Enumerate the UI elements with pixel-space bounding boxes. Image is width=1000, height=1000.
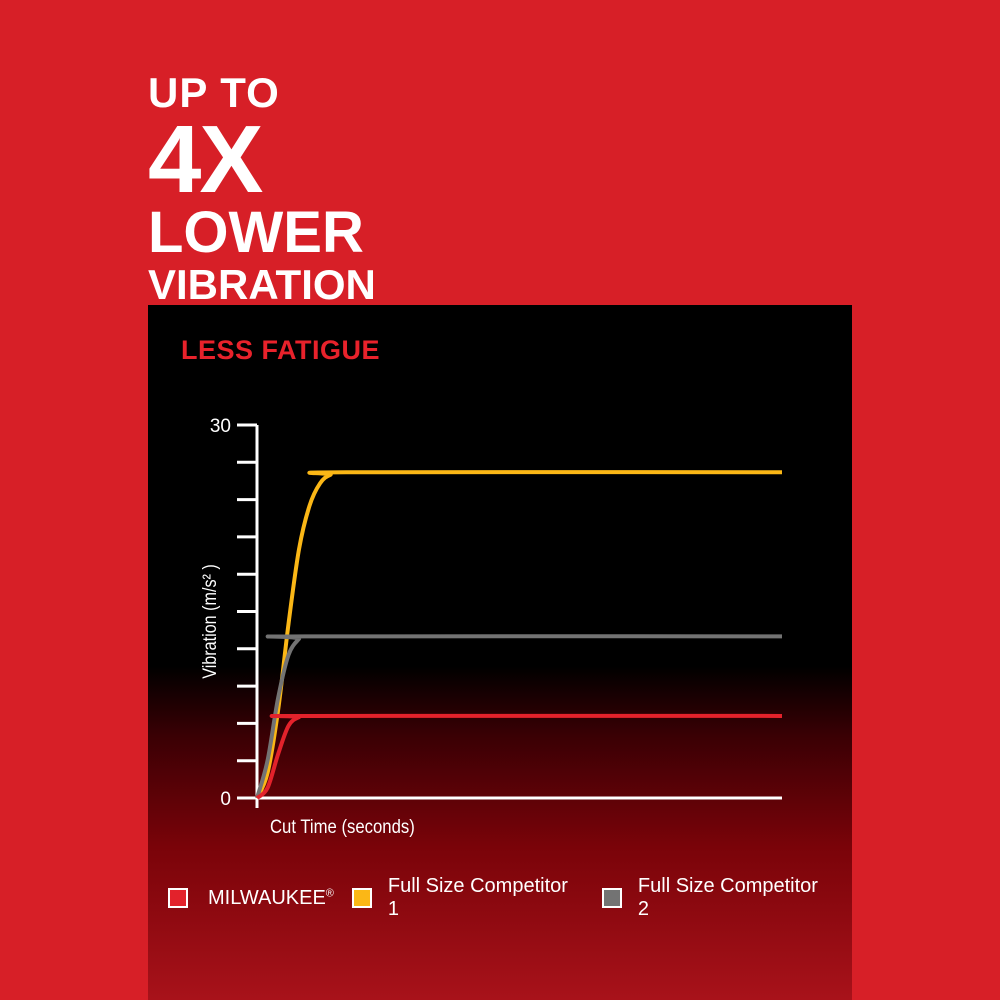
x-axis-label: Cut Time (seconds): [270, 816, 415, 837]
y-axis-label: Vibration (m/s² ): [199, 564, 221, 679]
series-line-full-size-competitor-2: [255, 634, 783, 799]
legend: MILWAUKEE® Full Size Competitor 1 Full S…: [168, 875, 852, 921]
chart-title: LESS FATIGUE: [181, 335, 381, 365]
legend-swatch-competitor-2: [601, 888, 622, 908]
headline-line1: UP TO: [148, 69, 280, 116]
legend-item-milwaukee: MILWAUKEE®: [168, 887, 334, 910]
chart-panel: LESS FATIGUE 0 30 Vibration (m/s² ) Cut Tim…: [148, 305, 852, 1000]
y-tick-label: 30: [210, 416, 231, 437]
legend-item-competitor-2: Full Size Competitor 2: [601, 875, 834, 921]
legend-label-milwaukee: MILWAUKEE®: [208, 886, 334, 909]
legend-label-competitor-1: Full Size Competitor 1: [387, 875, 568, 920]
series-line-milwaukee: [255, 713, 783, 800]
vibration-chart: 0 30 Vibration (m/s² ) Cut Time (seconds): [199, 416, 783, 837]
legend-swatch-milwaukee: [168, 888, 188, 908]
legend-swatch-competitor-1: [351, 888, 372, 908]
headline-line2: 4X: [148, 106, 263, 213]
y-tick-label: 0: [220, 789, 231, 810]
legend-label-competitor-2: Full Size Competitor 2: [637, 875, 818, 920]
headline: UP TO 4X LOWER VIBRATION: [148, 72, 376, 306]
legend-item-competitor-1: Full Size Competitor 1: [351, 875, 584, 921]
headline-line4: VIBRATION: [148, 261, 376, 308]
headline-line3: LOWER: [148, 200, 364, 265]
